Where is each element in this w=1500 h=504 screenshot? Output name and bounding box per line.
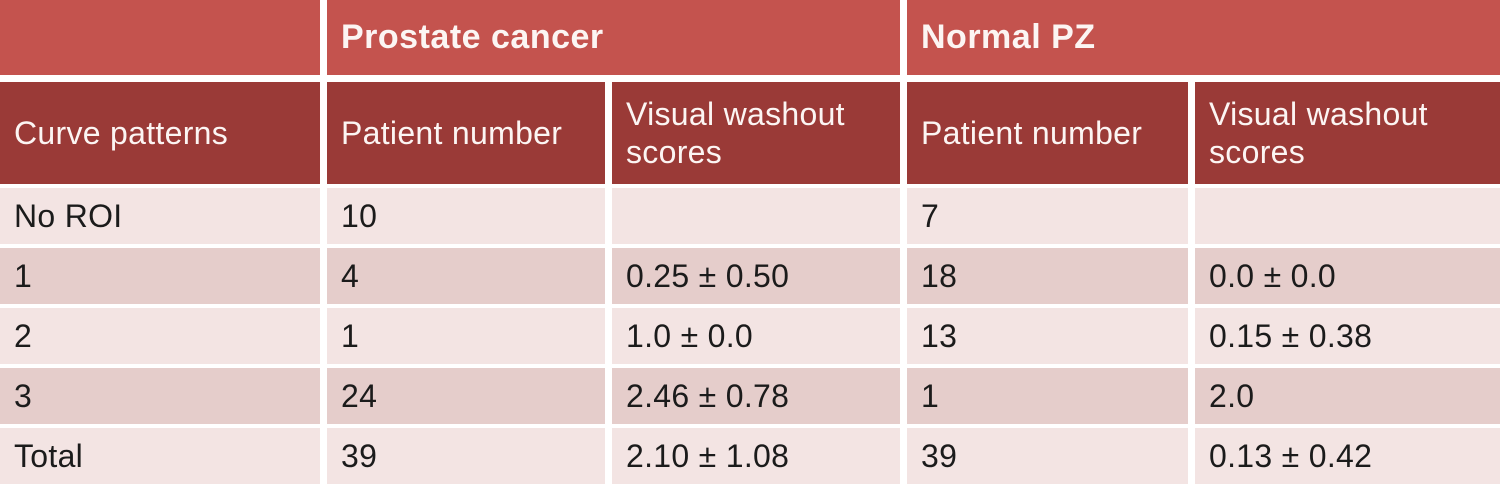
column-header-patient-number-npz: Patient number xyxy=(907,82,1188,184)
table-row-pattern-3: 3 24 2.46 ± 0.78 1 2.0 xyxy=(0,368,1500,424)
row-label: Total xyxy=(0,428,320,484)
table-cell: 1.0 ± 0.0 xyxy=(612,308,900,364)
column-header-visual-washout-npz: Visual washout scores xyxy=(1195,82,1500,184)
table-cell: 2.0 xyxy=(1195,368,1500,424)
table-cell: 39 xyxy=(907,428,1188,484)
group-header-prostate-cancer: Prostate cancer xyxy=(327,0,900,75)
table-cell: 2.10 ± 1.08 xyxy=(612,428,900,484)
row-label: 1 xyxy=(0,248,320,304)
column-header-patient-number-pc: Patient number xyxy=(327,82,605,184)
table-cell: 4 xyxy=(327,248,605,304)
table-cell xyxy=(1195,188,1500,244)
group-header-row: Prostate cancer Normal PZ xyxy=(0,0,1500,75)
table-cell: 18 xyxy=(907,248,1188,304)
column-header-curve-patterns: Curve patterns xyxy=(0,82,320,184)
washout-scores-table: Prostate cancer Normal PZ Curve patterns… xyxy=(0,0,1500,484)
corner-cell xyxy=(0,0,320,75)
table-cell: 24 xyxy=(327,368,605,424)
table-row-total: Total 39 2.10 ± 1.08 39 0.13 ± 0.42 xyxy=(0,428,1500,484)
table-row-pattern-1: 1 4 0.25 ± 0.50 18 0.0 ± 0.0 xyxy=(0,248,1500,304)
table-row-pattern-2: 2 1 1.0 ± 0.0 13 0.15 ± 0.38 xyxy=(0,308,1500,364)
column-header-row: Curve patterns Patient number Visual was… xyxy=(0,82,1500,184)
table-cell: 10 xyxy=(327,188,605,244)
table-cell: 39 xyxy=(327,428,605,484)
table-cell: 7 xyxy=(907,188,1188,244)
row-label: 2 xyxy=(0,308,320,364)
table-cell: 0.13 ± 0.42 xyxy=(1195,428,1500,484)
table-cell: 1 xyxy=(907,368,1188,424)
table-cell: 2.46 ± 0.78 xyxy=(612,368,900,424)
row-label: No ROI xyxy=(0,188,320,244)
table-cell: 1 xyxy=(327,308,605,364)
table-cell: 0.15 ± 0.38 xyxy=(1195,308,1500,364)
table-cell: 13 xyxy=(907,308,1188,364)
row-label: 3 xyxy=(0,368,320,424)
table-cell: 0.25 ± 0.50 xyxy=(612,248,900,304)
table-row-no-roi: No ROI 10 7 xyxy=(0,188,1500,244)
group-header-normal-pz: Normal PZ xyxy=(907,0,1500,75)
column-header-visual-washout-pc: Visual washout scores xyxy=(612,82,900,184)
table-cell: 0.0 ± 0.0 xyxy=(1195,248,1500,304)
table-cell xyxy=(612,188,900,244)
